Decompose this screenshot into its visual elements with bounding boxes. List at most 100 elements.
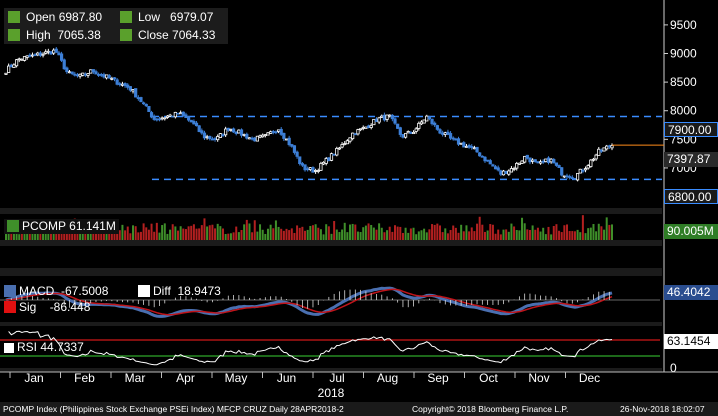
volume-bar (290, 228, 293, 240)
support-tag: 6800.00 (664, 189, 718, 204)
candle-body (300, 163, 304, 166)
volume-bar (245, 219, 248, 240)
volume-bar (206, 226, 209, 240)
candle-body (245, 133, 249, 139)
volume-bar (259, 224, 262, 240)
candle-body (369, 124, 373, 128)
volume-bar (494, 233, 497, 240)
footer-bar (0, 402, 718, 416)
candle-body (192, 120, 196, 125)
volume-bar (359, 232, 362, 240)
candle-body (221, 134, 225, 137)
month-label: Sep (427, 371, 449, 385)
candle-body (597, 148, 601, 156)
volume-bar (317, 227, 320, 240)
volume-bar (528, 229, 531, 240)
volume-bar (251, 232, 254, 240)
volume-bar (163, 223, 166, 240)
last-price-tag: 7397.87 (664, 152, 718, 167)
volume-bar (190, 225, 193, 240)
volume-bar (177, 230, 180, 240)
volume-bar (444, 228, 447, 240)
candle-body (480, 155, 484, 158)
volume-bar (526, 229, 529, 240)
candle-body (496, 167, 500, 171)
candle-body (570, 177, 574, 179)
volume-bar (566, 224, 569, 240)
candle-body (263, 134, 267, 136)
volume-bar (470, 227, 473, 240)
candle-body (171, 115, 175, 118)
candle-body (382, 114, 387, 121)
volume-bar (521, 217, 524, 240)
volume-bar (457, 232, 460, 240)
candle-body (499, 170, 503, 175)
rsi-value: 44.7337 (40, 340, 84, 354)
volume-bar (502, 229, 505, 240)
candle-body (73, 73, 77, 76)
volume-bar (293, 232, 296, 240)
candle-body (459, 142, 463, 145)
volume-bar (486, 230, 489, 240)
volume-bar (542, 227, 545, 240)
candle-body (472, 147, 476, 150)
volume-bar (370, 224, 373, 240)
macd-value: -67.5008 (61, 284, 109, 298)
high-value: 7065.38 (57, 28, 101, 42)
volume-bar (272, 228, 275, 240)
volume-bar (52, 230, 55, 240)
candle-body (491, 164, 495, 167)
diff-swatch (138, 285, 150, 297)
volume-bar (118, 230, 121, 240)
candle-body (70, 71, 74, 74)
low-swatch (120, 11, 132, 23)
volume-bar (407, 232, 410, 240)
candle-body (557, 165, 561, 169)
diff-name: Diff (153, 284, 171, 298)
volume-bar (269, 224, 272, 240)
candle-body (284, 138, 289, 141)
candle-body (165, 115, 170, 118)
volume-bar (240, 229, 243, 240)
candle-body (186, 116, 191, 121)
volume-bar (568, 231, 571, 240)
candle-body (250, 137, 254, 140)
candle-body (279, 128, 283, 135)
month-label: Dec (579, 371, 600, 385)
volume-bar (330, 233, 333, 240)
volume-bar (221, 228, 224, 240)
candle-body (266, 132, 270, 136)
candle-body (229, 129, 233, 131)
volume-bar (476, 223, 479, 240)
volume-bar (248, 223, 251, 240)
panel-separator (0, 240, 662, 246)
volume-bar (433, 224, 436, 240)
rsi-line: 0 (0, 330, 677, 375)
candle-body (14, 59, 19, 67)
volume-bar (468, 231, 471, 240)
panel-frames (0, 0, 665, 372)
candle-body (433, 122, 437, 126)
candle-body (91, 69, 95, 73)
volume-bar (507, 231, 510, 240)
candle-body (610, 145, 614, 149)
volume-bar (423, 228, 426, 240)
candle-body (316, 170, 320, 172)
candle-body (321, 161, 326, 165)
volume-bar (71, 230, 74, 240)
volume-bar (23, 234, 26, 240)
candle-body (340, 144, 344, 148)
footer-timestamp: 26-Nov-2018 18:02:07 (620, 404, 705, 414)
candle-body (406, 131, 410, 134)
candle-body (237, 129, 241, 134)
candle-body (126, 84, 130, 88)
candle-body (544, 158, 548, 162)
volume-bar (298, 227, 301, 240)
rsi-name: RSI (17, 340, 38, 354)
month-label: Jul (329, 371, 344, 385)
candle-body (41, 53, 45, 56)
volume-bar (547, 226, 550, 240)
volume-bar (608, 224, 611, 240)
candle-body (435, 125, 439, 130)
volume-bar (124, 230, 127, 240)
